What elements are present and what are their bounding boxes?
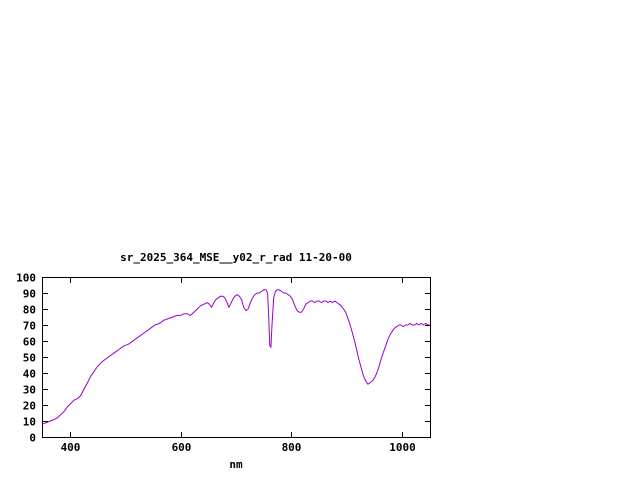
- y-tick-label: 10: [23, 416, 36, 429]
- x-tick-label: 1000: [389, 441, 416, 454]
- y-tick-label: 60: [23, 336, 36, 349]
- y-tick-label: 40: [23, 368, 36, 381]
- x-tick-label: 600: [172, 441, 192, 454]
- y-tick-label: 20: [23, 400, 36, 413]
- y-tick-label: 90: [23, 288, 36, 301]
- y-tick-label: 30: [23, 384, 36, 397]
- plot-border: [42, 277, 431, 438]
- x-tick-label: 400: [61, 441, 81, 454]
- y-tick-label: 100: [16, 272, 36, 285]
- y-tick-label: 70: [23, 320, 36, 333]
- chart-title: sr_2025_364_MSE__y02_r_rad 11-20-00: [120, 251, 352, 264]
- spectral-curve: [41, 289, 430, 425]
- x-tick-label: 800: [282, 441, 302, 454]
- x-axis-label: nm: [229, 458, 243, 471]
- y-tick-label: 80: [23, 304, 36, 317]
- y-tick-label: 0: [29, 432, 36, 445]
- y-tick-label: 50: [23, 352, 36, 365]
